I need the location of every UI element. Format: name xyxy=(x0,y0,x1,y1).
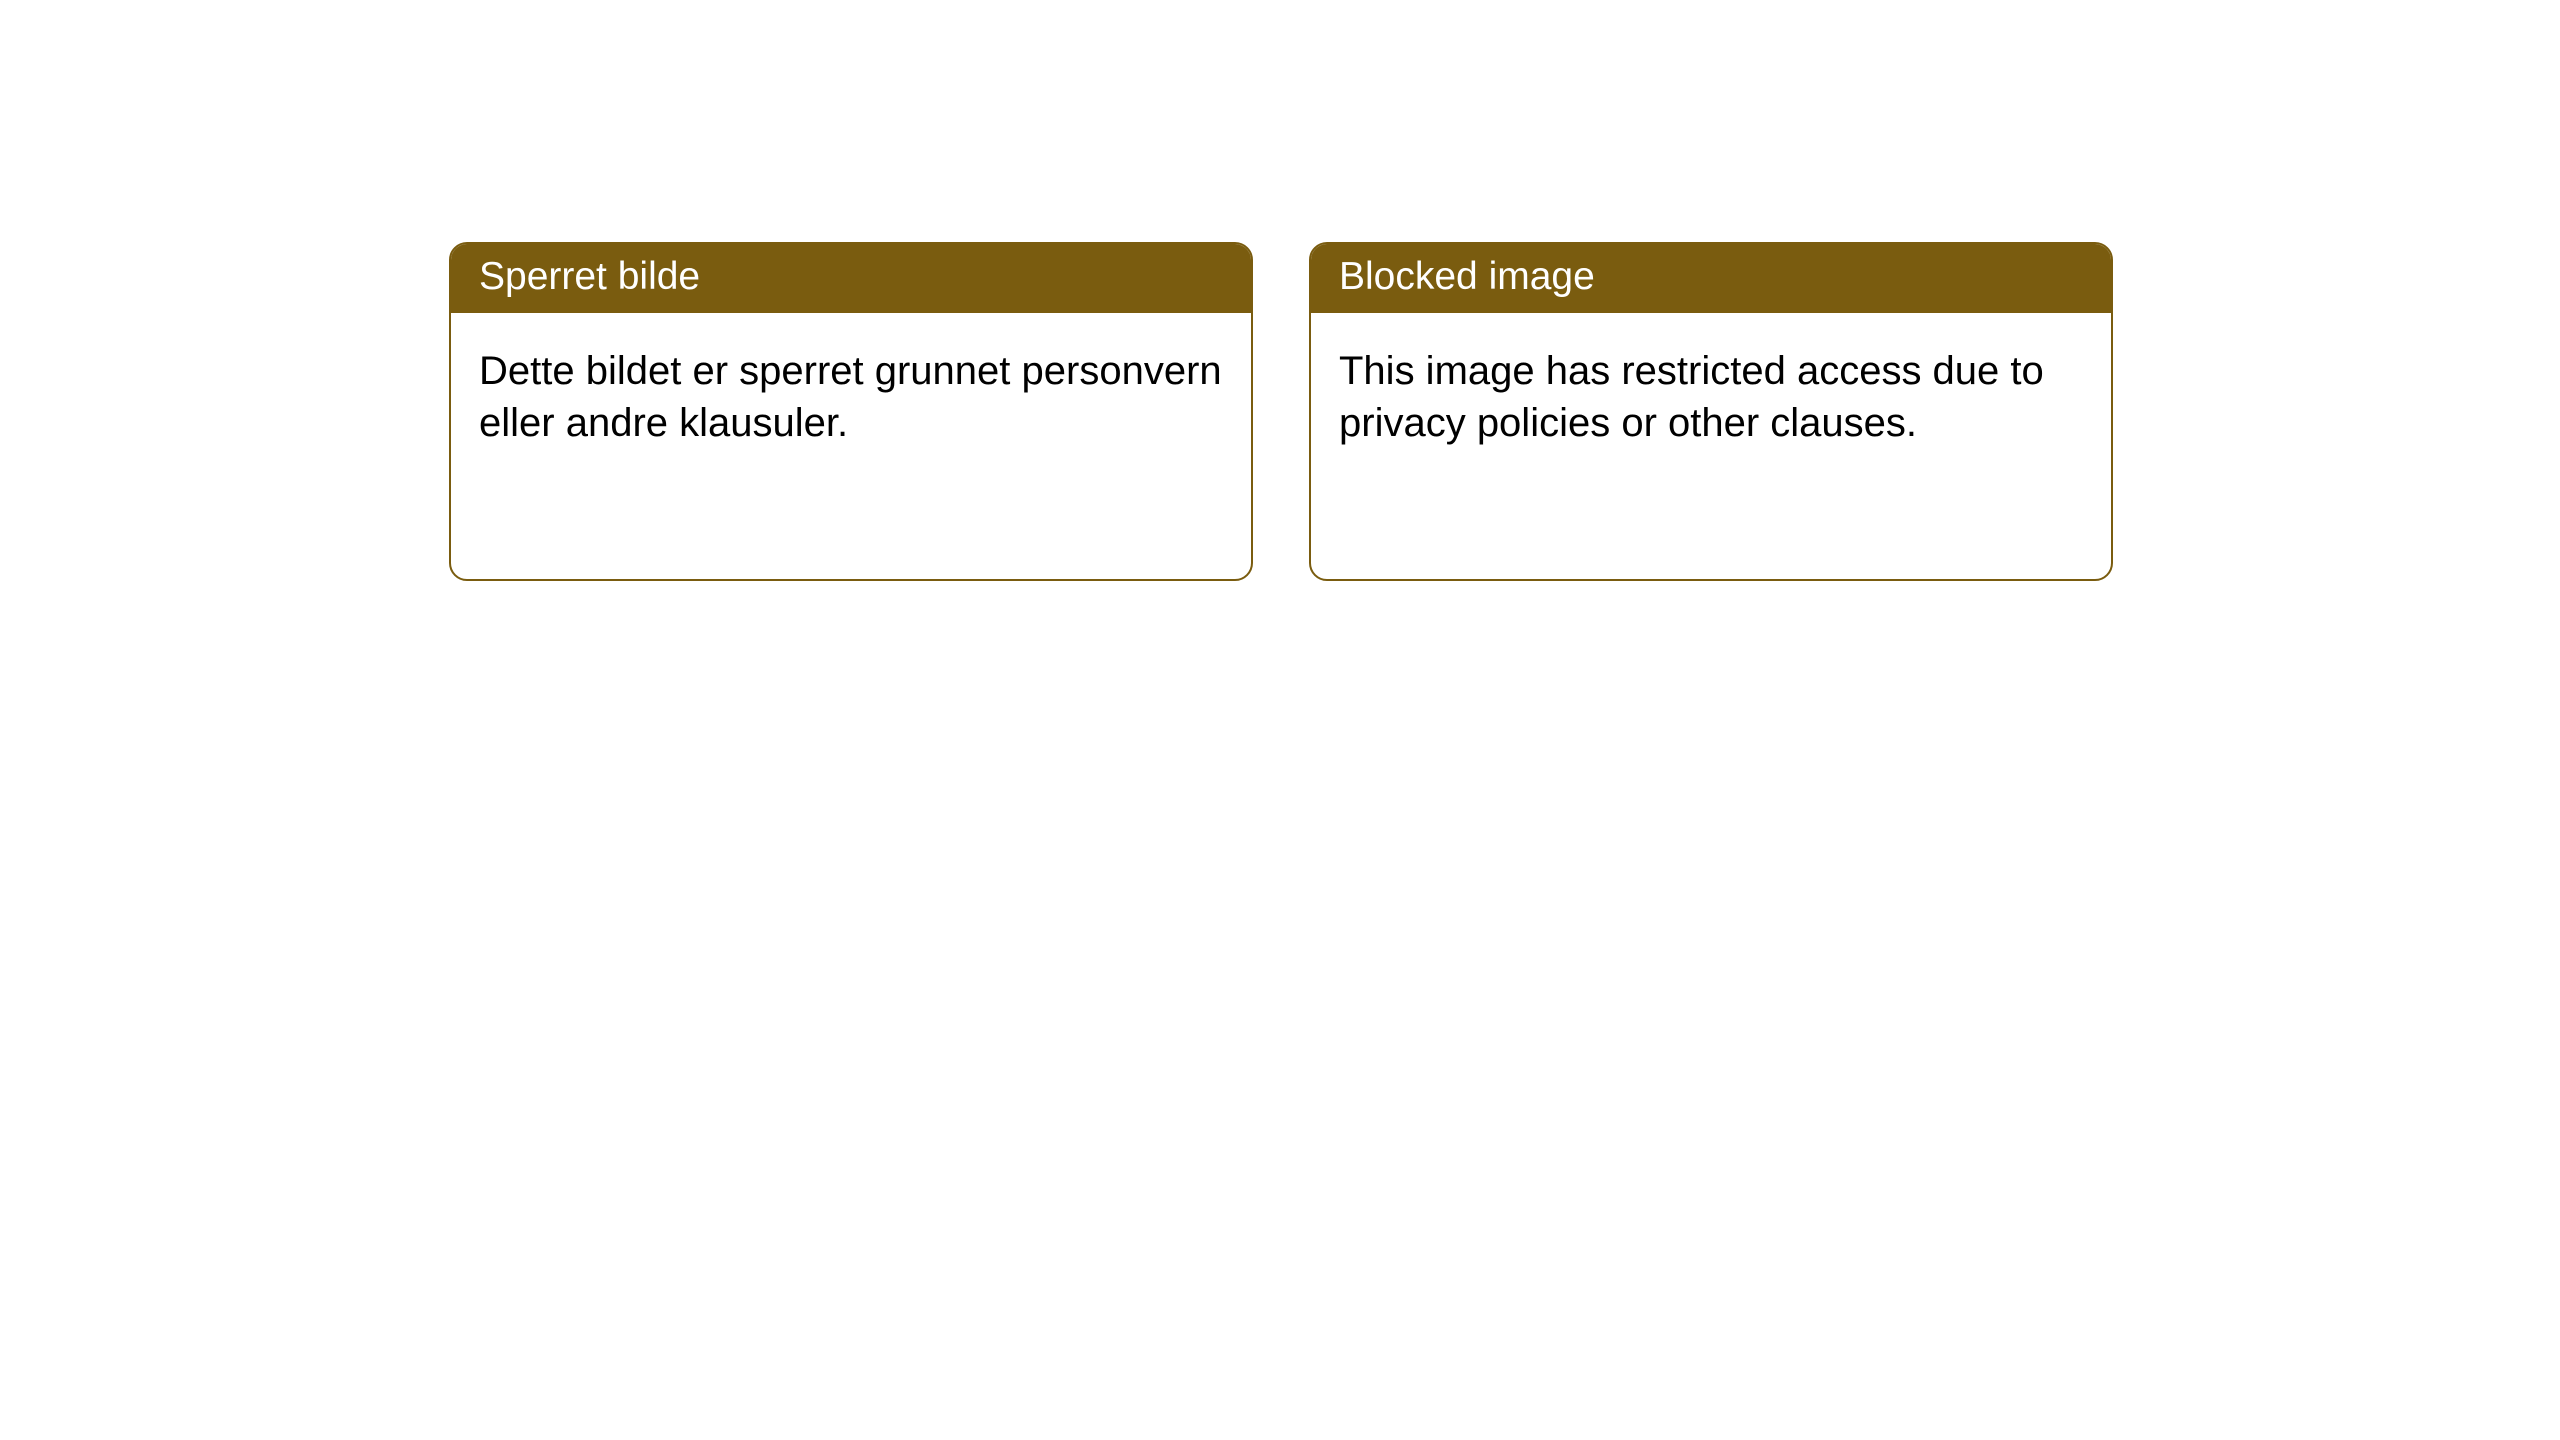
blocked-image-card-en: Blocked image This image has restricted … xyxy=(1309,242,2113,581)
blocked-image-card-no: Sperret bilde Dette bildet er sperret gr… xyxy=(449,242,1253,581)
card-title: Sperret bilde xyxy=(451,244,1251,313)
card-body: This image has restricted access due to … xyxy=(1311,313,2111,477)
card-title: Blocked image xyxy=(1311,244,2111,313)
card-body: Dette bildet er sperret grunnet personve… xyxy=(451,313,1251,477)
notice-container: Sperret bilde Dette bildet er sperret gr… xyxy=(0,0,2560,581)
